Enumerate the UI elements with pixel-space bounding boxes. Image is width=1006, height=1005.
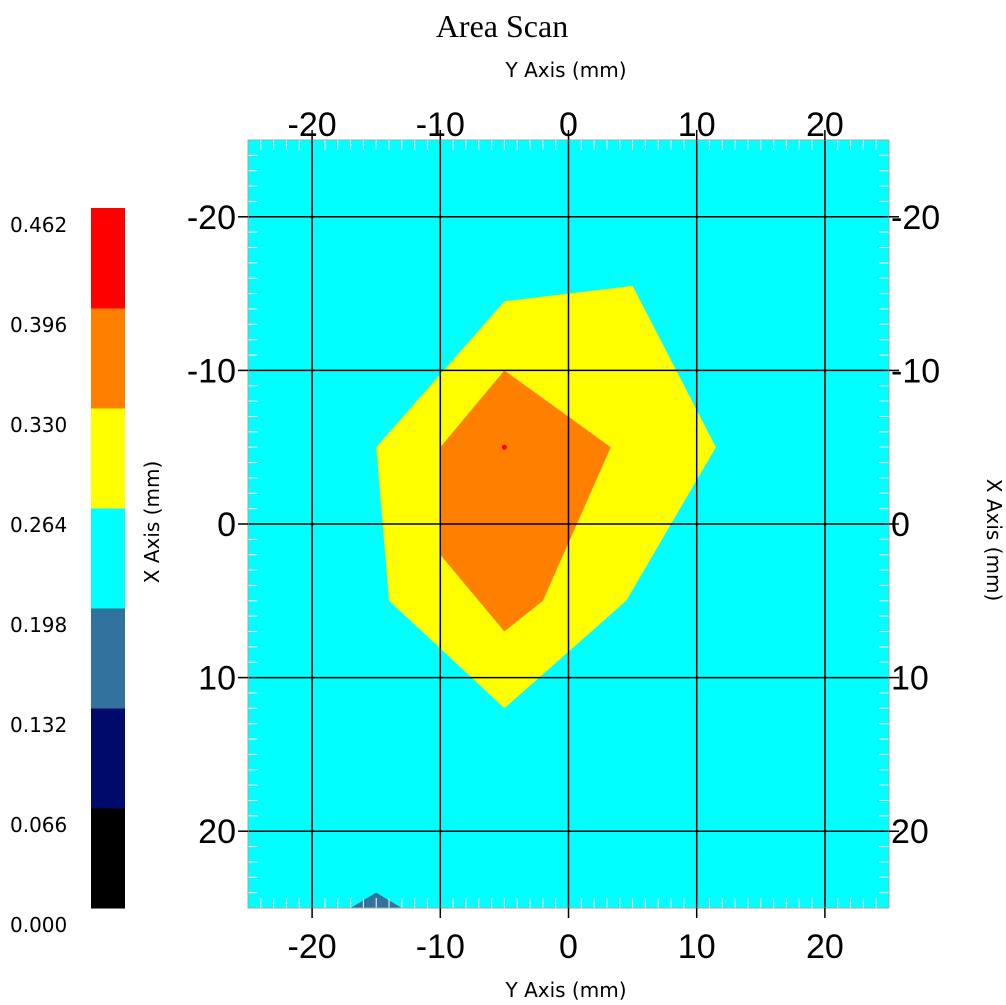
chart-title: Area Scan [436,8,568,44]
y-axis-label-left: X Axis (mm) [140,461,164,583]
legend-label-3: 0.198 [10,613,67,637]
x-tick-label-bottom: -10 [416,928,465,966]
legend-swatch-5 [91,308,125,409]
plot-area [247,139,890,909]
legend-label-1: 0.066 [10,813,67,837]
y-axis-label-right: X Axis (mm) [982,479,1006,601]
y-tick-label-left: 20 [198,813,236,851]
legend-label-7: 0.462 [10,213,67,237]
legend-swatch-6 [91,208,125,309]
legend-swatch-2 [91,608,125,709]
y-tick-label-right: 20 [891,813,929,851]
y-tick-label-right: 0 [891,506,910,544]
peak-marker [501,444,507,450]
x-tick-label-top: 20 [806,106,844,144]
y-tick-label-right: -10 [891,352,940,390]
legend-swatch-1 [91,708,125,809]
x-tick-label-bottom: 10 [678,928,716,966]
x-axis-label-top: Y Axis (mm) [505,58,627,82]
y-tick-label-right: 10 [891,660,929,698]
legend-swatch-3 [91,508,125,609]
color-scale-legend: 0.000 0.066 0.132 0.198 0.264 0.330 0.396 0.462 [10,208,125,937]
x-tick-label-bottom: -20 [288,928,337,966]
axis-ticks: -20 -20 -10 -10 0 0 10 10 20 20 -20 -20 -10 -10 0 0 10 10… [187,106,940,966]
x-tick-label-top: 0 [559,106,578,144]
y-tick-label-left: 0 [217,506,236,544]
x-tick-label-bottom: 20 [806,928,844,966]
legend-swatch-0 [91,808,125,909]
legend-swatch-4 [91,408,125,509]
legend-label-0: 0.000 [10,913,67,937]
legend-label-2: 0.132 [10,713,67,737]
legend-label-5: 0.330 [10,413,67,437]
x-tick-label-top: -10 [416,106,465,144]
y-tick-label-left: 10 [198,660,236,698]
x-tick-label-top: -20 [288,106,337,144]
x-tick-label-bottom: 0 [559,928,578,966]
y-tick-label-left: -10 [187,352,236,390]
x-tick-label-top: 10 [678,106,716,144]
legend-label-6: 0.396 [10,313,67,337]
legend-label-4: 0.264 [10,513,67,537]
y-tick-label-left: -20 [187,199,236,237]
x-axis-label-bottom: Y Axis (mm) [505,978,627,1002]
y-tick-label-right: -20 [891,199,940,237]
